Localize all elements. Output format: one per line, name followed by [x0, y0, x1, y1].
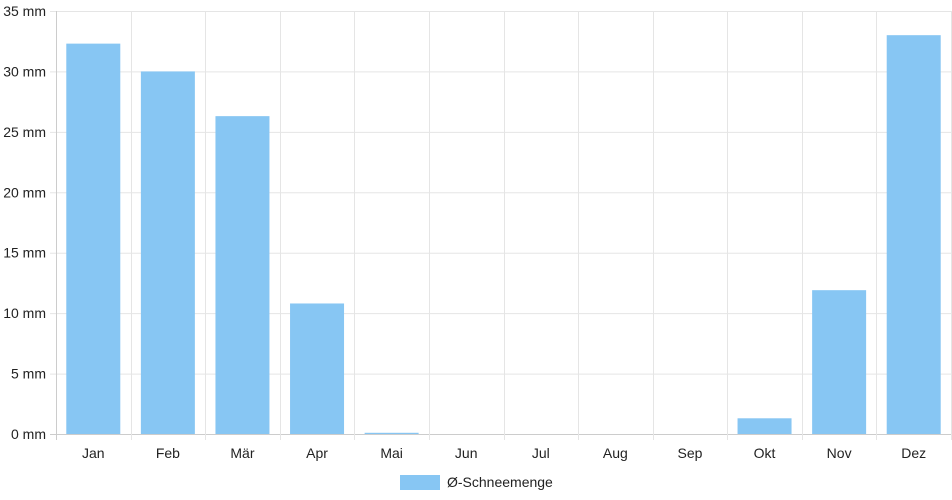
x-axis-tick-labels: Jan Feb Mär Apr Mai Jun Jul Aug Sep Okt Nov Dez	[82, 445, 926, 461]
y-tick-label: 10 mm	[3, 305, 46, 321]
x-tick-label: Jan	[82, 445, 105, 461]
x-tick-label: Nov	[827, 445, 852, 461]
y-tick-label: 20 mm	[3, 184, 46, 200]
bar-okt[interactable]	[737, 418, 792, 434]
bar-apr[interactable]	[290, 303, 345, 434]
x-tick-label: Mai	[380, 445, 403, 461]
x-tick-label: Dez	[901, 445, 926, 461]
legend-swatch[interactable]	[400, 475, 440, 490]
x-tick-label: Feb	[156, 445, 180, 461]
x-tick-label: Jul	[532, 445, 550, 461]
y-tick-label: 0 mm	[11, 426, 46, 442]
y-tick-label: 5 mm	[11, 366, 46, 382]
bar-mär[interactable]	[215, 116, 270, 434]
bar-mai[interactable]	[364, 432, 419, 434]
y-tick-label: 35 mm	[3, 3, 46, 19]
x-tick-label: Okt	[754, 445, 776, 461]
grid-lines	[50, 11, 952, 440]
y-tick-label: 15 mm	[3, 245, 46, 261]
y-axis-tick-labels: 0 mm 5 mm 10 mm 15 mm 20 mm 25 mm 30 mm 35 mm	[3, 3, 46, 442]
x-tick-label: Aug	[603, 445, 628, 461]
y-tick-label: 25 mm	[3, 124, 46, 140]
x-tick-label: Apr	[306, 445, 328, 461]
bars	[66, 35, 941, 435]
x-tick-label: Mär	[230, 445, 254, 461]
bar-nov[interactable]	[812, 290, 867, 434]
legend[interactable]: Ø-Schneemenge	[400, 474, 553, 490]
x-tick-label: Sep	[677, 445, 702, 461]
bar-dez[interactable]	[886, 35, 941, 435]
bar-feb[interactable]	[140, 71, 195, 434]
y-tick-label: 30 mm	[3, 63, 46, 79]
bar-jan[interactable]	[66, 43, 121, 434]
legend-label[interactable]: Ø-Schneemenge	[447, 474, 553, 490]
x-tick-label: Jun	[455, 445, 478, 461]
